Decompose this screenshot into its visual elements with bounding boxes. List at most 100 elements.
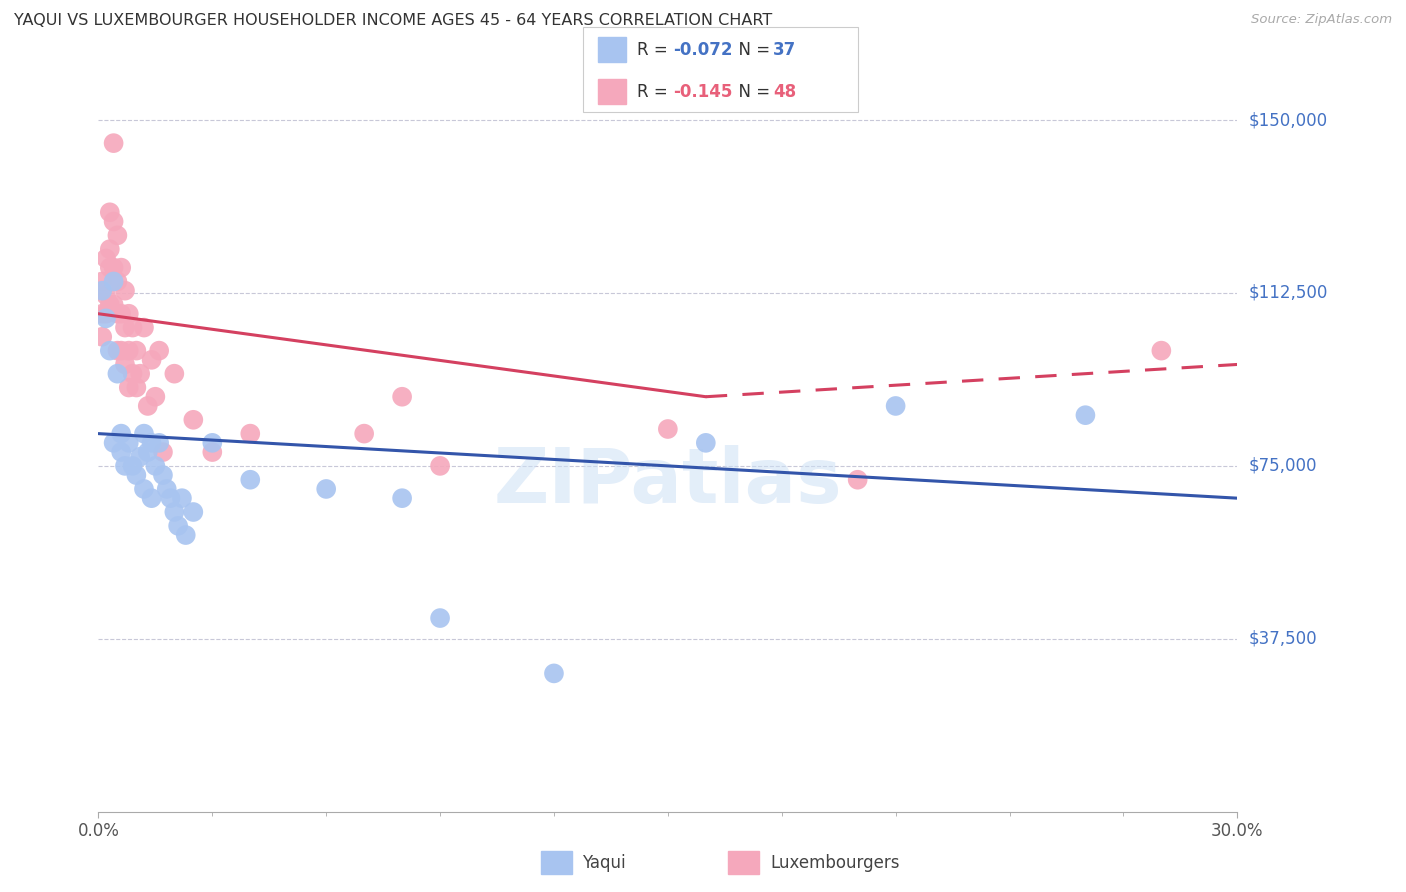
Point [695,435,717,450]
Point [121,367,143,381]
Point [125,343,148,358]
Text: ZIPatlas: ZIPatlas [494,445,842,519]
Point [315,482,337,496]
Point [107,275,129,289]
Point [239,426,262,441]
Text: Source: ZipAtlas.com: Source: ZipAtlas.com [1251,13,1392,27]
Point [121,320,143,334]
Point [107,367,129,381]
Point [94,252,117,266]
Point [110,445,132,459]
Point [163,367,186,381]
Point [201,435,224,450]
Point [98,242,121,256]
Point [152,445,174,459]
Point [91,284,114,298]
Point [114,320,136,334]
Point [110,343,132,358]
Point [118,435,141,450]
Point [132,482,155,496]
Point [103,297,125,311]
Point [429,611,451,625]
Point [1074,408,1097,422]
Point [98,205,121,219]
Point [152,468,174,483]
Point [125,468,148,483]
Point [103,214,125,228]
Point [1150,343,1173,358]
Point [141,491,163,505]
Point [167,519,190,533]
Point [183,505,205,519]
Point [129,367,152,381]
Point [141,435,163,450]
Text: $150,000: $150,000 [1249,112,1327,129]
Point [136,399,159,413]
Text: Luxembourgers: Luxembourgers [770,854,900,871]
Point [110,426,132,441]
Point [391,491,413,505]
Text: $37,500: $37,500 [1249,630,1317,648]
Point [136,445,159,459]
Text: R =: R = [637,41,673,59]
Text: R =: R = [637,83,673,101]
Point [132,426,155,441]
Point [107,343,129,358]
Point [118,343,141,358]
Point [125,380,148,394]
Point [159,491,181,505]
Text: N =: N = [728,41,776,59]
Point [846,473,869,487]
Point [98,297,121,311]
Text: $112,500: $112,500 [1249,284,1327,302]
Point [145,390,167,404]
Point [94,307,117,321]
Point [129,450,152,464]
Point [201,445,224,459]
Text: $75,000: $75,000 [1249,457,1317,475]
Point [239,473,262,487]
Point [103,136,125,150]
Point [98,260,121,275]
Point [121,458,143,473]
Point [91,307,114,321]
Point [118,307,141,321]
Point [543,666,565,681]
Point [114,284,136,298]
Point [156,482,179,496]
Point [132,320,155,334]
Point [118,380,141,394]
Point [91,275,114,289]
Point [353,426,375,441]
Point [91,330,114,344]
Point [183,413,205,427]
Point [391,390,413,404]
Point [98,343,121,358]
Point [141,352,163,367]
Text: 48: 48 [773,83,796,101]
Point [657,422,679,436]
Point [148,343,170,358]
Point [148,435,170,450]
Text: N =: N = [728,83,776,101]
Point [94,288,117,302]
Point [103,435,125,450]
Point [114,358,136,372]
Point [103,275,125,289]
Point [103,260,125,275]
Point [110,307,132,321]
Point [429,458,451,473]
Text: -0.145: -0.145 [673,83,733,101]
Point [163,505,186,519]
Point [174,528,197,542]
Point [107,307,129,321]
Point [107,228,129,243]
Text: YAQUI VS LUXEMBOURGER HOUSEHOLDER INCOME AGES 45 - 64 YEARS CORRELATION CHART: YAQUI VS LUXEMBOURGER HOUSEHOLDER INCOME… [14,13,772,29]
Point [884,399,907,413]
Point [170,491,193,505]
Point [110,260,132,275]
Point [114,458,136,473]
Text: Yaqui: Yaqui [582,854,626,871]
Text: 37: 37 [773,41,797,59]
Point [145,458,167,473]
